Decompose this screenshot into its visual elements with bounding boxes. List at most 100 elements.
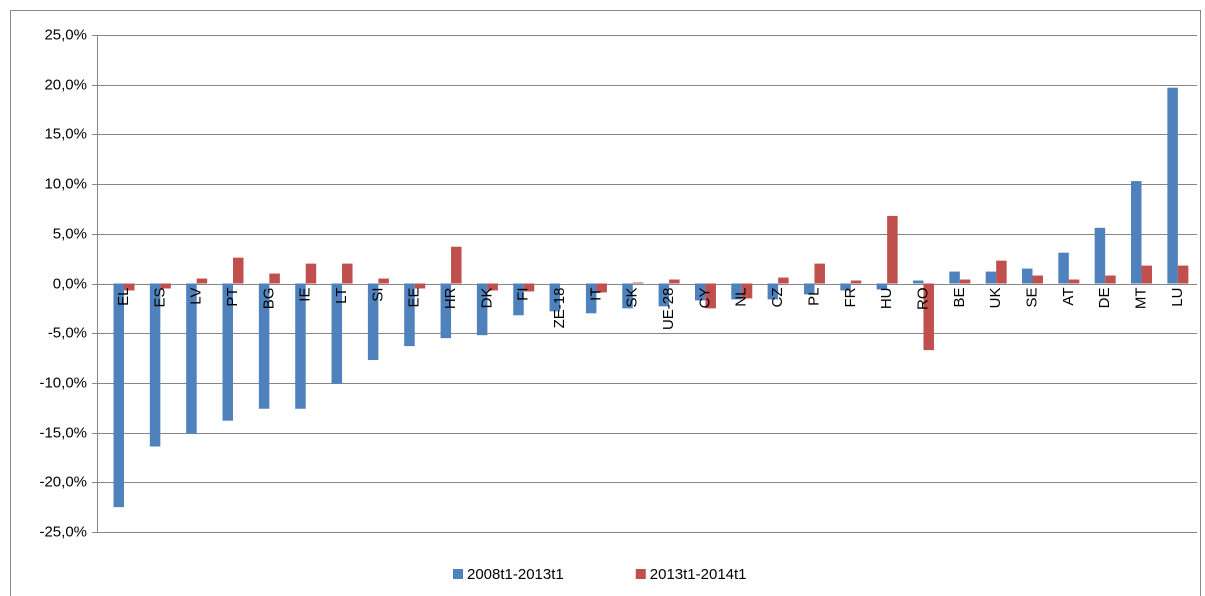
legend-label: 2013t1-2014t1 bbox=[650, 566, 747, 583]
bar bbox=[1058, 252, 1069, 284]
x-tick-label: SK bbox=[624, 288, 641, 308]
x-tick-label: DK bbox=[478, 288, 495, 309]
bar bbox=[814, 263, 825, 284]
x-tick-label: DE bbox=[1096, 288, 1113, 309]
x-tick-label: MT bbox=[1132, 288, 1149, 310]
bar bbox=[778, 277, 789, 284]
bar bbox=[160, 283, 171, 289]
bar bbox=[694, 283, 706, 301]
bar bbox=[731, 283, 742, 300]
x-tick-label: UE-28 bbox=[660, 288, 677, 331]
bar bbox=[186, 283, 197, 434]
bar bbox=[1022, 268, 1033, 284]
y-tick-label: -10,0% bbox=[39, 374, 87, 391]
bar bbox=[949, 271, 960, 284]
bar bbox=[222, 283, 234, 421]
y-tick-label: -25,0% bbox=[39, 523, 87, 540]
x-tick-label: FR bbox=[842, 287, 859, 307]
bar bbox=[487, 283, 498, 291]
y-tick-label: 5,0% bbox=[53, 225, 87, 242]
x-tick-label: RO bbox=[914, 288, 931, 311]
y-tick-label: 0,0% bbox=[53, 275, 87, 292]
bar bbox=[196, 278, 208, 284]
bar bbox=[513, 283, 524, 316]
bar bbox=[451, 246, 462, 284]
bar bbox=[269, 273, 280, 284]
bar bbox=[669, 279, 680, 284]
bar bbox=[985, 271, 997, 284]
bar bbox=[414, 283, 426, 289]
bar bbox=[523, 283, 535, 292]
bar bbox=[658, 283, 670, 307]
bar bbox=[959, 279, 971, 284]
y-tick-label: 20,0% bbox=[44, 76, 87, 93]
bar bbox=[1167, 87, 1178, 284]
x-tick-label: HR bbox=[442, 287, 459, 309]
legend-swatch bbox=[453, 569, 463, 579]
x-tick-label: SE bbox=[1023, 288, 1040, 308]
bar bbox=[113, 283, 124, 508]
chart-frame bbox=[10, 10, 1201, 596]
x-tick-label: LT bbox=[333, 288, 350, 304]
bar bbox=[378, 278, 389, 284]
bar bbox=[622, 283, 633, 309]
bar bbox=[367, 283, 379, 361]
bar bbox=[912, 280, 924, 284]
x-tick-label: CZ bbox=[769, 288, 786, 308]
x-tick-label: UK bbox=[987, 288, 1004, 309]
y-tick-label: -5,0% bbox=[48, 324, 87, 341]
bar bbox=[305, 263, 317, 284]
bar bbox=[585, 283, 597, 314]
x-tick-label: SI bbox=[369, 288, 386, 302]
bar bbox=[404, 283, 415, 347]
bar bbox=[767, 283, 779, 300]
bar bbox=[1105, 275, 1116, 284]
bar bbox=[596, 283, 607, 293]
x-tick-label: FI bbox=[515, 288, 532, 301]
legend-label: 2008t1-2013t1 bbox=[467, 566, 564, 583]
legend-swatch bbox=[635, 569, 646, 579]
y-tick-label: -15,0% bbox=[39, 424, 87, 441]
bar bbox=[923, 283, 934, 351]
x-tick-label: BG bbox=[260, 288, 277, 310]
y-tick-label: -20,0% bbox=[39, 473, 87, 490]
x-tick-label: EL bbox=[115, 288, 132, 306]
bar bbox=[887, 215, 898, 284]
bar bbox=[1068, 279, 1080, 284]
x-tick-label: LV bbox=[188, 288, 205, 305]
bar bbox=[440, 283, 452, 339]
bar bbox=[876, 283, 888, 290]
bar bbox=[1131, 181, 1142, 284]
x-tick-label: PL bbox=[805, 288, 822, 306]
bar bbox=[258, 283, 270, 409]
x-tick-label: ES bbox=[151, 288, 168, 308]
x-tick-label: IT bbox=[587, 288, 604, 301]
bar bbox=[705, 283, 716, 309]
x-tick-label: ZE-18 bbox=[551, 288, 568, 329]
bar bbox=[1032, 275, 1043, 284]
x-tick-label: AT bbox=[1060, 288, 1077, 306]
x-tick-label: LU bbox=[1169, 288, 1186, 307]
x-tick-label: EE bbox=[406, 288, 423, 308]
x-tick-label: PT bbox=[224, 288, 241, 307]
y-tick-label: 25,0% bbox=[44, 26, 87, 43]
bar bbox=[124, 283, 135, 291]
bar bbox=[549, 283, 561, 312]
x-tick-label: IE bbox=[297, 288, 314, 302]
bar bbox=[1177, 265, 1189, 284]
x-tick-label: HU bbox=[878, 288, 895, 310]
x-tick-label: BE bbox=[951, 288, 968, 308]
bar bbox=[996, 260, 1007, 284]
bar bbox=[840, 283, 851, 291]
bar bbox=[233, 257, 244, 284]
bar bbox=[741, 283, 753, 299]
bar bbox=[342, 263, 353, 284]
bar bbox=[1094, 227, 1106, 284]
bar bbox=[331, 283, 343, 384]
bar bbox=[295, 283, 306, 409]
x-tick-label: NL bbox=[733, 288, 750, 307]
bar bbox=[632, 282, 644, 284]
y-tick-label: 15,0% bbox=[44, 125, 87, 142]
bar bbox=[149, 283, 161, 447]
